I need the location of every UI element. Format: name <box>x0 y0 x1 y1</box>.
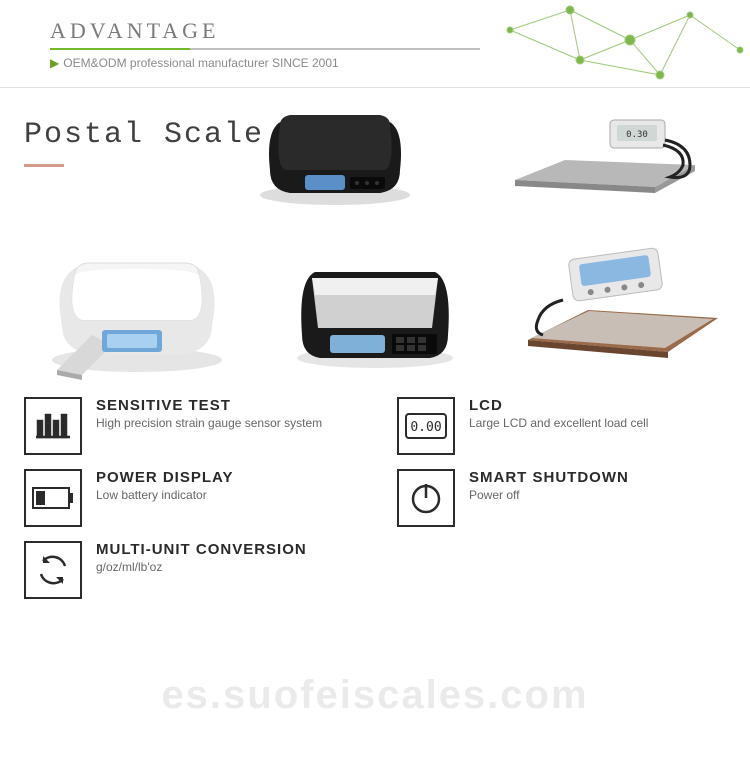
feature-desc: High precision strain gauge sensor syste… <box>96 416 322 430</box>
feature-smart-shutdown: SMART SHUTDOWN Power off <box>397 469 730 527</box>
subtitle-text: OEM&ODM professional manufacturer SINCE … <box>63 56 338 70</box>
watermark: es.suofeiscales.com <box>0 673 750 718</box>
convert-icon <box>24 541 82 599</box>
feature-title: POWER DISPLAY <box>96 469 233 486</box>
feature-desc: g/oz/ml/lb'oz <box>96 560 307 574</box>
product-row-1: 0.30 <box>0 77 750 232</box>
feature-lcd: 0.00 LCD Large LCD and excellent load ce… <box>397 397 730 455</box>
header-divider <box>50 48 480 50</box>
feature-title: SENSITIVE TEST <box>96 397 322 414</box>
feature-desc: Power off <box>469 488 629 502</box>
lcd-icon: 0.00 <box>397 397 455 455</box>
svg-text:0.30: 0.30 <box>626 130 648 140</box>
product-scale-black <box>230 80 440 230</box>
network-graphic <box>490 0 750 88</box>
power-icon <box>397 469 455 527</box>
header: ADVANTAGE ▶OEM&ODM professional manufact… <box>0 0 750 88</box>
feature-desc: Large LCD and excellent load cell <box>469 416 648 430</box>
product-scale-compact-steel <box>270 235 480 385</box>
battery-icon <box>24 469 82 527</box>
product-row-2 <box>0 232 750 387</box>
features-section: SENSITIVE TEST High precision strain gau… <box>0 387 750 599</box>
feature-title: LCD <box>469 397 648 414</box>
product-scale-white <box>27 235 237 385</box>
product-scale-large-platform <box>513 235 723 385</box>
feature-title: MULTI-UNIT CONVERSION <box>96 541 307 558</box>
feature-power-display: POWER DISPLAY Low battery indicator <box>24 469 357 527</box>
feature-desc: Low battery indicator <box>96 488 233 502</box>
feature-title: SMART SHUTDOWN <box>469 469 629 486</box>
sensor-icon <box>24 397 82 455</box>
svg-text:0.00: 0.00 <box>410 420 441 435</box>
feature-sensitive-test: SENSITIVE TEST High precision strain gau… <box>24 397 357 455</box>
product-scale-platform-remote: 0.30 <box>500 80 710 230</box>
feature-multi-unit: MULTI-UNIT CONVERSION g/oz/ml/lb'oz <box>24 541 364 599</box>
